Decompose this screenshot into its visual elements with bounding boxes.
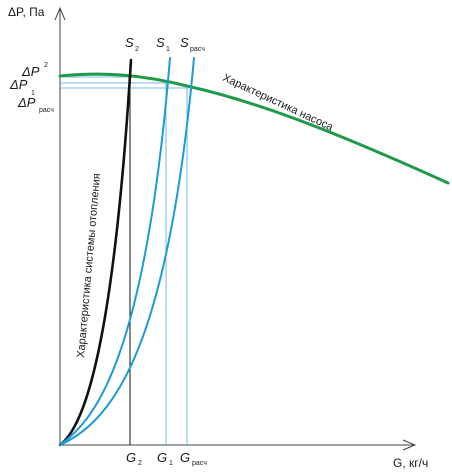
pressure-label-main: ΔP — [9, 77, 28, 92]
curve-label-sub: расч — [190, 46, 205, 53]
system-curve-s1 — [59, 57, 171, 446]
pressure-label-dp2: ΔP 2 — [21, 62, 48, 79]
curve-label-main: S — [125, 35, 134, 50]
pressure-label-dp-calc: ΔP расч — [17, 95, 54, 114]
flow-label-sub: 1 — [169, 460, 173, 467]
pressure-label-sub: расч — [39, 107, 54, 114]
curve-label-sub: 1 — [166, 46, 170, 53]
pressure-label-sub: 1 — [31, 90, 35, 97]
system-curve-label: Характеристика системы отопления — [75, 173, 103, 358]
flow-label-main: G — [180, 450, 190, 465]
pump-curve — [58, 72, 450, 185]
pressure-label-dp1: ΔP 1 — [9, 77, 35, 97]
flow-label-main: G — [157, 450, 167, 465]
axes — [54, 6, 417, 451]
reference-lines — [60, 76, 188, 445]
y-axis-arrow — [54, 6, 66, 21]
pump-curve-label: Характеристика насоса — [221, 72, 336, 134]
flow-label-sub: расч — [192, 460, 207, 467]
pressure-label-sub: 2 — [44, 62, 48, 69]
flow-label-sub: 2 — [138, 460, 142, 467]
curve-label-sub: 2 — [135, 46, 139, 53]
flow-label-g-calc: G расч — [180, 450, 207, 467]
flow-label-g1: G 1 — [157, 450, 173, 467]
x-axis-arrow — [402, 439, 417, 451]
curve-label-s1: S 1 — [156, 35, 170, 53]
curve-label-s-calc: S расч — [180, 35, 205, 53]
flow-label-g2: G 2 — [126, 450, 142, 467]
curve-label-s2: S 2 — [125, 35, 139, 53]
pressure-label-main: ΔP — [21, 64, 40, 79]
curve-label-main: S — [156, 35, 165, 50]
y-axis-title: ΔP, Па — [8, 5, 45, 19]
system-curve-s-calc — [59, 57, 195, 446]
flow-label-main: G — [126, 450, 136, 465]
x-axis-title: G, кг/ч — [393, 456, 428, 470]
system-curve-s2 — [58, 58, 133, 447]
curve-label-main: S — [180, 35, 189, 50]
pressure-label-main: ΔP — [17, 95, 36, 110]
